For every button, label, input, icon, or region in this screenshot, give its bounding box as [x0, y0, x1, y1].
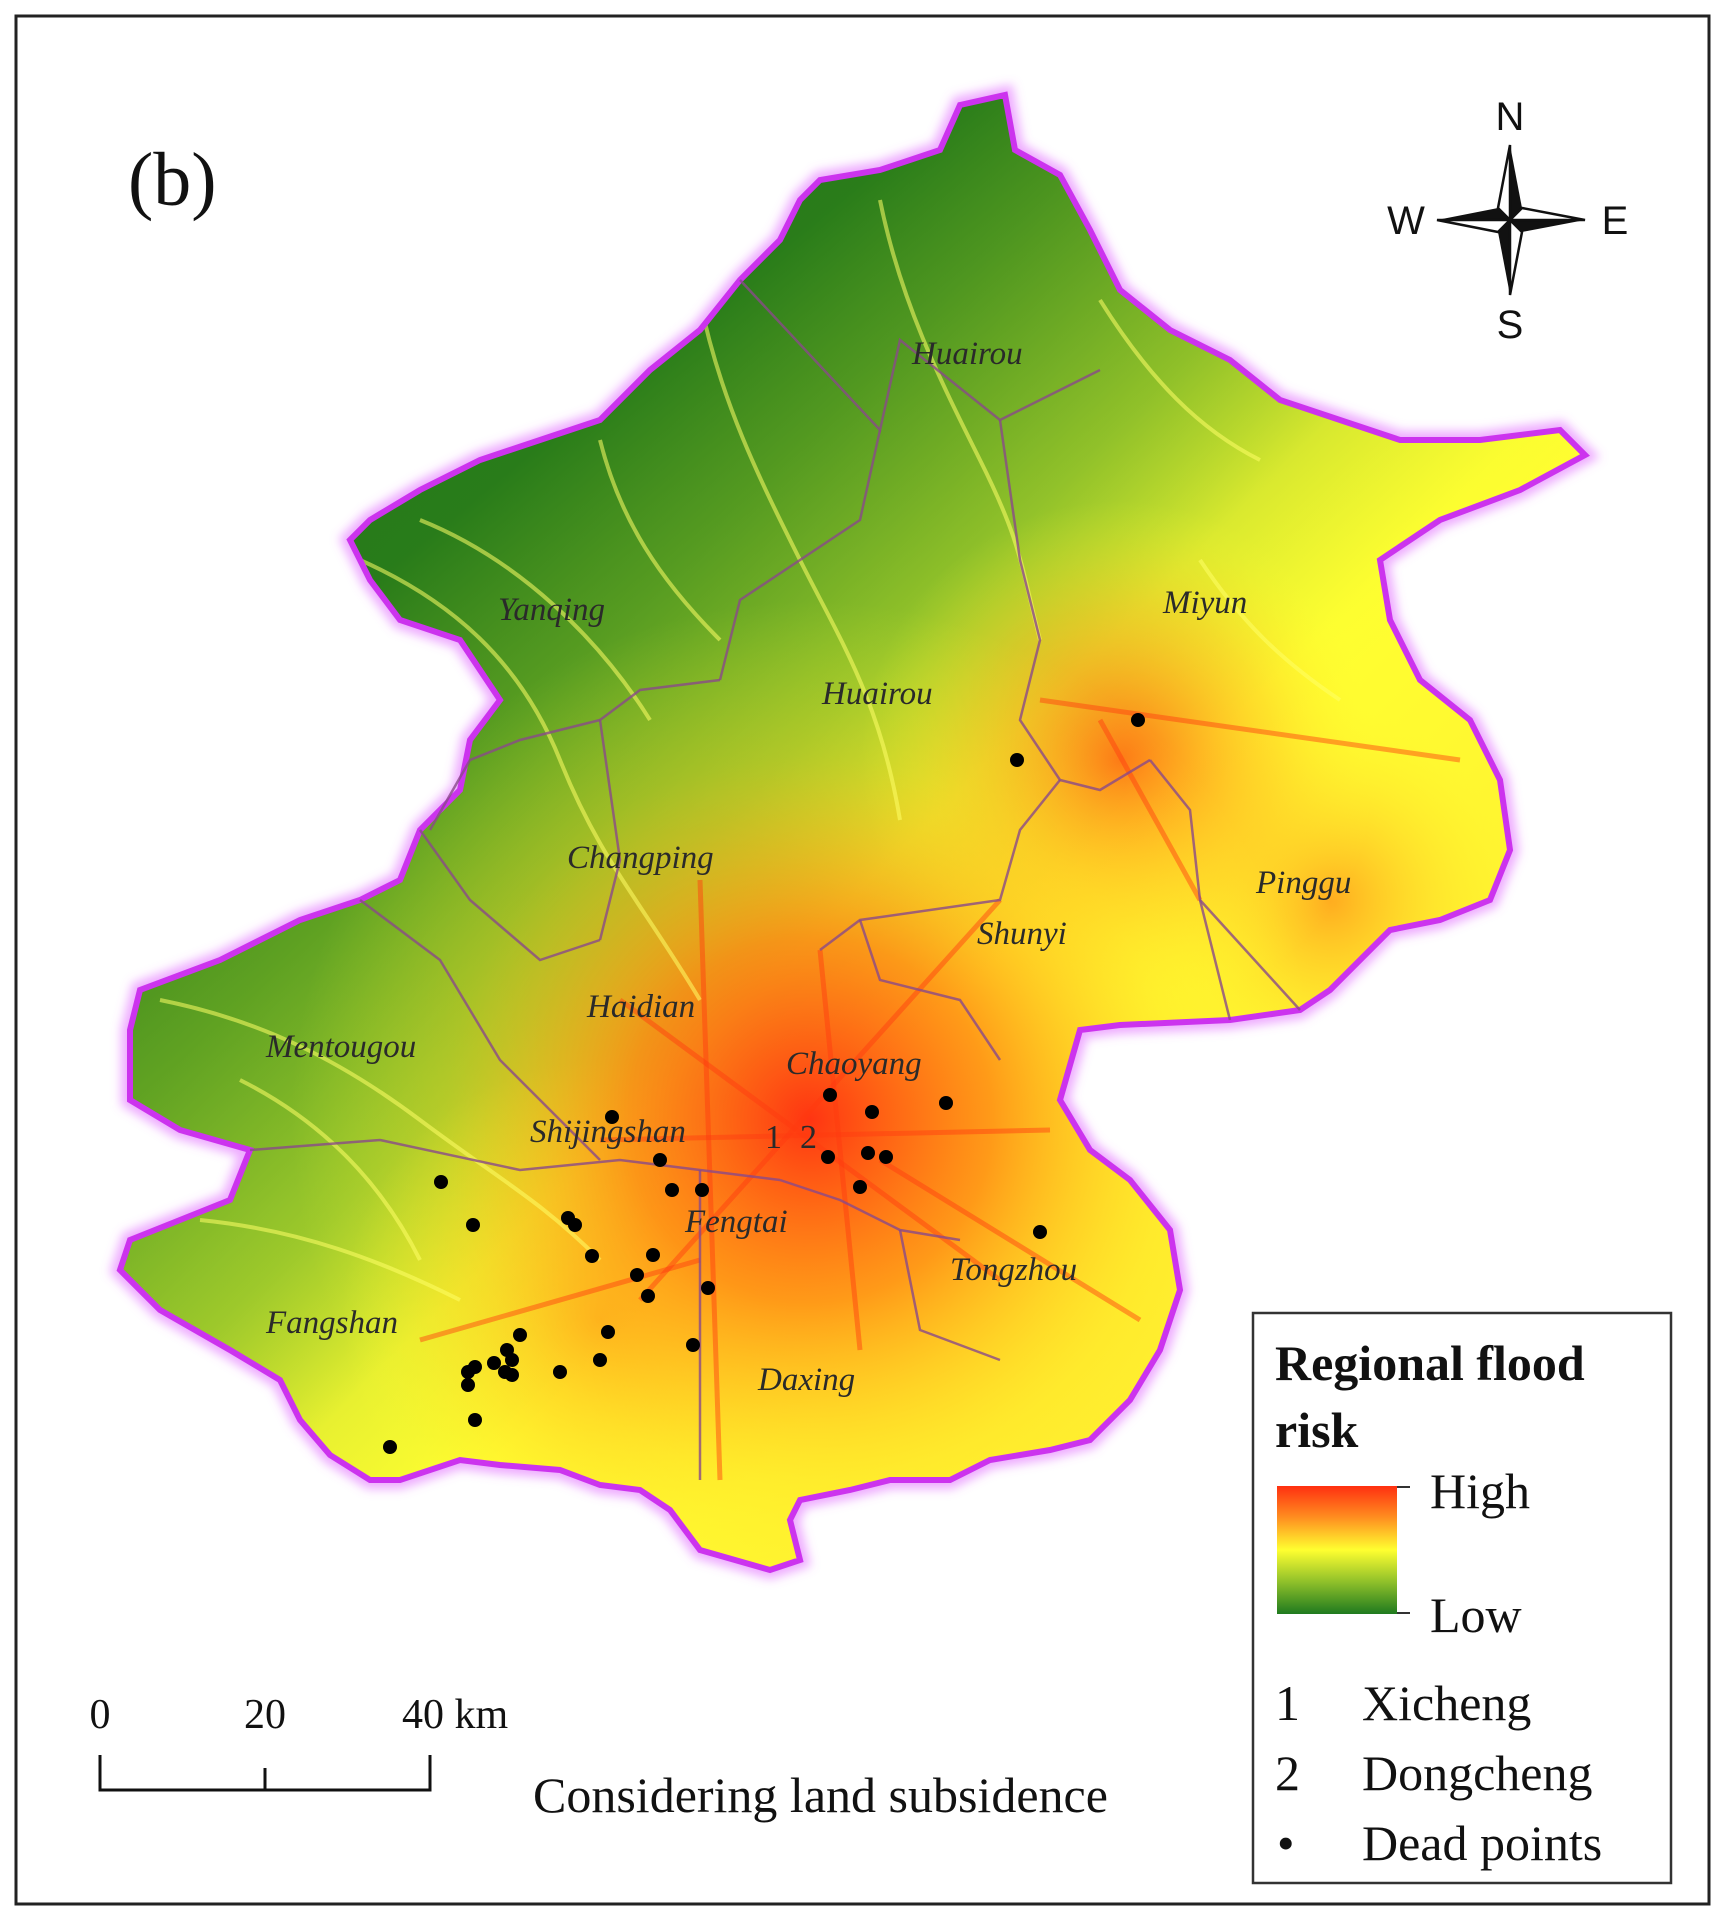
dead-point-marker: [821, 1150, 835, 1164]
district-label-huairou-north: Huairou: [911, 336, 1023, 372]
map-number-1: 1: [765, 1119, 782, 1156]
district-label-miyun: Miyun: [1162, 585, 1247, 621]
dead-point-marker: [686, 1338, 700, 1352]
district-label-fangshan: Fangshan: [265, 1305, 398, 1341]
caption: Considering land subsidence: [533, 1767, 1108, 1823]
dead-point-marker: [861, 1146, 875, 1160]
dead-point-marker: [641, 1289, 655, 1303]
dead-point-marker: [865, 1105, 879, 1119]
district-label-yanqing: Yanqing: [498, 592, 605, 628]
city-boundary: [116, 91, 1590, 1574]
dead-point-marker: [466, 1218, 480, 1232]
dead-point-marker: [513, 1328, 527, 1342]
scale-tick-0: 0: [90, 1692, 111, 1738]
legend-high-label: High: [1430, 1463, 1530, 1519]
dead-point-marker: [653, 1153, 667, 1167]
map-number-2: 2: [800, 1119, 817, 1156]
legend-item-dead-points: Dead points: [1362, 1815, 1602, 1871]
dead-points-layer: [383, 713, 1145, 1454]
district-label-mentougou: Mentougou: [265, 1029, 416, 1065]
legend-title-line2: risk: [1275, 1402, 1359, 1458]
legend-gradient-ramp: [1277, 1486, 1397, 1614]
district-label-haidian: Haidian: [586, 989, 695, 1025]
legend: Regional flood risk High Low 1 Xicheng 2…: [1251, 1311, 1673, 1885]
dead-point-marker: [568, 1218, 582, 1232]
dead-point-marker: [879, 1150, 893, 1164]
dead-point-marker: [434, 1175, 448, 1189]
dead-point-marker: [1131, 713, 1145, 727]
district-label-pinggu: Pinggu: [1255, 865, 1351, 901]
compass-e: E: [1602, 199, 1629, 243]
dead-point-marker: [1033, 1225, 1047, 1239]
panel-label: (b): [128, 138, 217, 222]
compass-s: S: [1497, 303, 1524, 347]
compass-n: N: [1496, 95, 1525, 139]
legend-symbol-2: 2: [1275, 1745, 1300, 1801]
dead-point-marker: [383, 1440, 397, 1454]
river-network: [159, 199, 1342, 1302]
scale-bar: [98, 1755, 432, 1792]
legend-low-label: Low: [1430, 1587, 1522, 1643]
compass-w: W: [1387, 199, 1425, 243]
dead-point-marker: [1010, 753, 1024, 767]
dead-point-marker: [461, 1365, 475, 1379]
legend-symbol-dead-point: •: [1277, 1815, 1295, 1871]
dead-point-marker: [701, 1281, 715, 1295]
legend-item-xicheng: Xicheng: [1362, 1675, 1531, 1731]
scale-tick-20: 20: [244, 1692, 286, 1738]
district-label-fengtai: Fengtai: [684, 1204, 788, 1240]
district-label-changping: Changping: [567, 840, 714, 876]
dead-point-marker: [665, 1183, 679, 1197]
district-label-daxing: Daxing: [757, 1362, 855, 1398]
district-label-chaoyang: Chaoyang: [786, 1046, 922, 1082]
legend-title-line1: Regional flood: [1275, 1335, 1585, 1391]
road-network: [419, 697, 1461, 1481]
dead-point-marker: [593, 1353, 607, 1367]
dead-point-marker: [695, 1183, 709, 1197]
dead-point-marker: [601, 1325, 615, 1339]
dead-point-marker: [646, 1248, 660, 1262]
dead-point-marker: [585, 1249, 599, 1263]
district-label-tongzhou: Tongzhou: [950, 1252, 1077, 1288]
district-label-shijingshan: Shijingshan: [530, 1114, 686, 1150]
district-label-shunyi: Shunyi: [977, 916, 1067, 952]
dead-point-marker: [823, 1088, 837, 1102]
dead-point-marker: [461, 1378, 475, 1392]
dead-point-marker: [487, 1356, 501, 1370]
dead-point-marker: [605, 1110, 619, 1124]
dead-point-marker: [630, 1268, 644, 1282]
dead-point-marker: [505, 1353, 519, 1367]
dead-point-marker: [468, 1413, 482, 1427]
legend-symbol-1: 1: [1275, 1675, 1300, 1731]
north-arrow-icon: [1436, 144, 1586, 296]
scale-tick-40: 40 km: [402, 1692, 509, 1738]
district-labels: Huairou Yanqing Miyun Huairou Changping …: [265, 336, 1351, 1398]
dead-point-marker: [939, 1096, 953, 1110]
legend-item-dongcheng: Dongcheng: [1362, 1745, 1593, 1801]
dead-point-marker: [553, 1365, 567, 1379]
district-boundaries: [249, 279, 1301, 1480]
district-label-huairou: Huairou: [821, 676, 933, 712]
dead-point-marker: [505, 1368, 519, 1382]
dead-point-marker: [853, 1180, 867, 1194]
